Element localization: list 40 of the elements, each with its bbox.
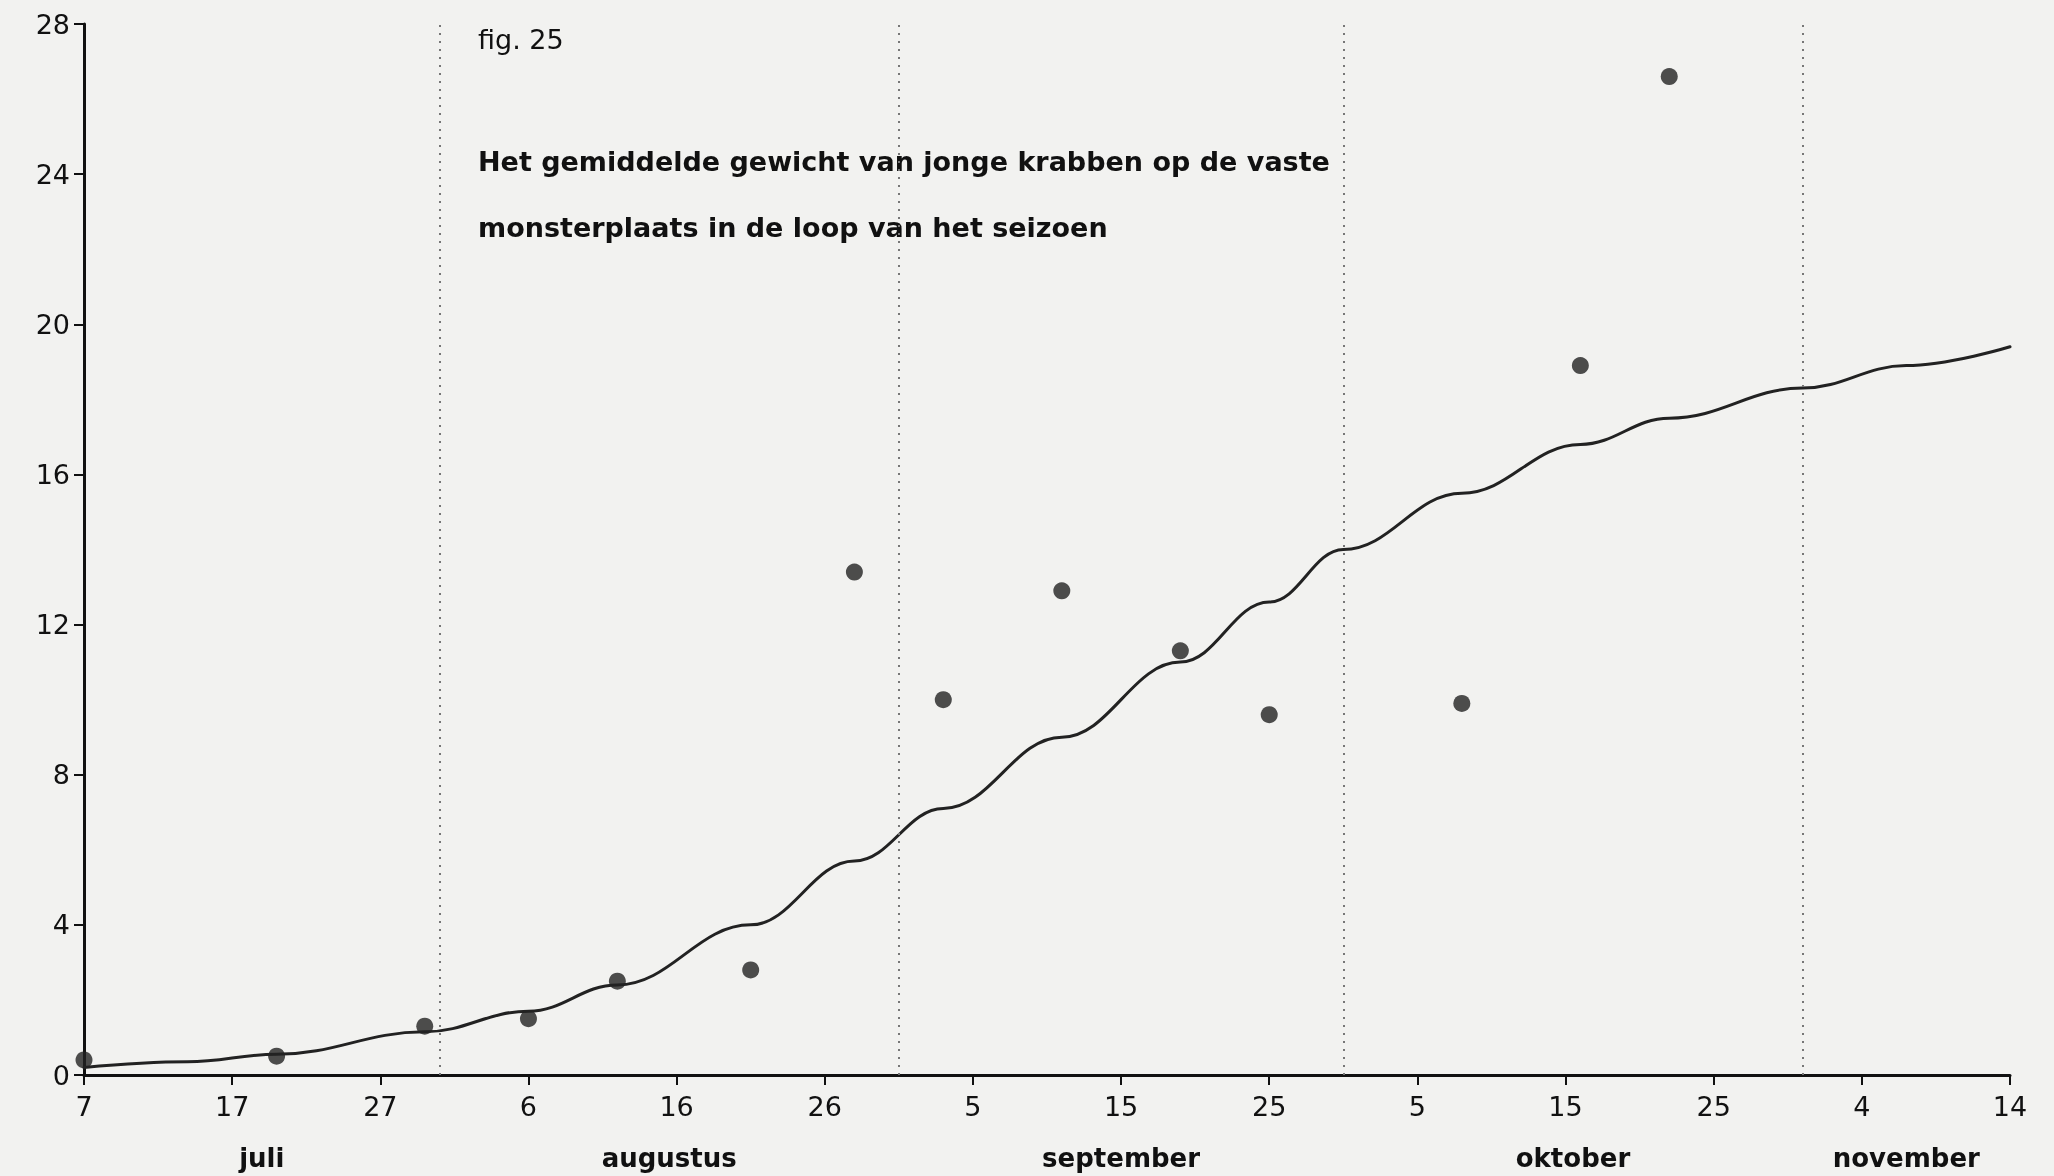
chart-title: fig. 25 <box>478 24 564 55</box>
point <box>1660 68 1678 86</box>
x-tick-label: 7 <box>75 1091 93 1122</box>
y-tick-label: 4 <box>52 909 70 941</box>
point <box>1053 582 1071 600</box>
x-tick-label: 15 <box>1103 1091 1139 1122</box>
point <box>75 1051 93 1069</box>
text: Het gemiddelde gewicht van jonge krabben op de vaste monsterplaats in de loop van het seizoen <box>478 145 1330 243</box>
x-tick-label: 6 <box>519 1091 538 1122</box>
point <box>934 691 952 709</box>
x-tick-label: 25 <box>1696 1091 1731 1122</box>
text: juli <box>238 1143 285 1173</box>
point <box>519 1010 537 1028</box>
y-tick-label: 16 <box>35 458 70 490</box>
x-tick-label: 27 <box>363 1091 398 1122</box>
x-tick-label: 26 <box>807 1091 842 1122</box>
x-tick-label: 4 <box>1853 1091 1871 1122</box>
y-tick-label: 8 <box>52 759 70 791</box>
point <box>1260 706 1278 724</box>
y-tick-label: 28 <box>35 8 70 40</box>
point <box>1453 694 1471 712</box>
x-tick-label: 5 <box>964 1091 982 1122</box>
point <box>1171 642 1189 660</box>
x-tick-label: 17 <box>214 1091 250 1122</box>
x-tick-label: 16 <box>659 1091 694 1122</box>
x-tick-label: 15 <box>1548 1091 1583 1122</box>
point <box>742 961 760 979</box>
y-tick-label: 20 <box>35 308 70 340</box>
text: oktober <box>1515 1143 1631 1173</box>
text: augustus <box>601 1143 737 1173</box>
x-tick-label: 14 <box>1992 1091 2028 1122</box>
y-tick-label: 24 <box>35 158 70 190</box>
x-tick-label: 5 <box>1408 1091 1426 1122</box>
x-tick-label: 25 <box>1252 1091 1287 1122</box>
y-tick-label: 0 <box>52 1059 70 1091</box>
text: november <box>1832 1143 1981 1173</box>
point <box>845 563 863 581</box>
y-tick-label: 12 <box>35 609 70 641</box>
text: september <box>1042 1143 1201 1173</box>
point <box>1571 357 1589 375</box>
